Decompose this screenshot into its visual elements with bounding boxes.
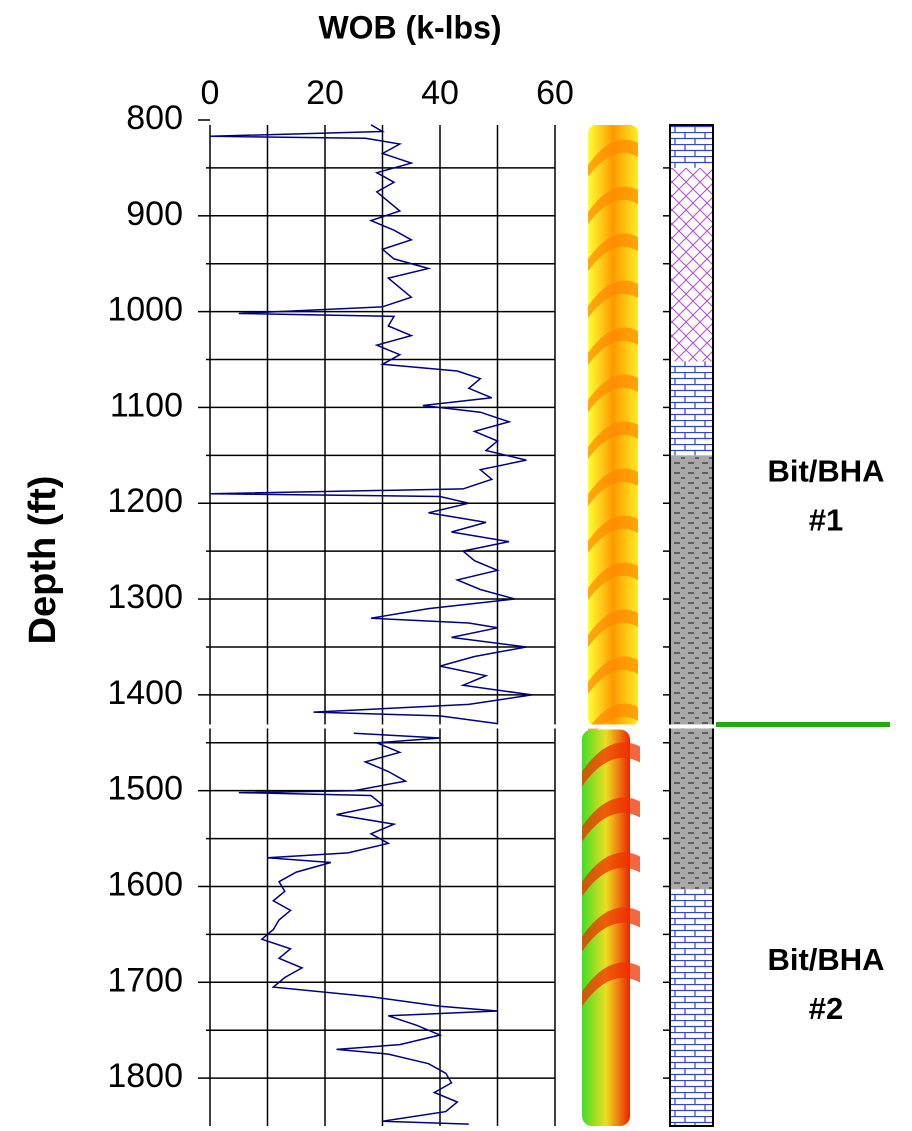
twist-band xyxy=(582,962,640,1007)
y-tick-label: 1100 xyxy=(110,386,183,424)
twist-band xyxy=(582,797,640,842)
twist-band xyxy=(588,562,638,600)
twist-band xyxy=(588,280,638,318)
x-tick-label: 40 xyxy=(421,74,459,112)
twist-band xyxy=(588,468,638,506)
x-tick-label: 0 xyxy=(201,74,220,112)
y-tick-label: 1500 xyxy=(107,770,183,808)
twist-band xyxy=(588,139,638,177)
twist-band xyxy=(588,515,638,553)
y-tick-label: 900 xyxy=(126,195,183,233)
twist-band xyxy=(588,656,638,694)
twist-band xyxy=(588,421,638,459)
y-tick-label: 1700 xyxy=(107,961,183,999)
lithology-layer xyxy=(670,125,713,168)
lithology-border xyxy=(669,124,714,1127)
annotation: Bit/BHA xyxy=(767,453,884,488)
bit-twist-image xyxy=(582,125,640,1126)
twist-band xyxy=(588,703,638,741)
twist-band xyxy=(582,742,640,787)
x-tick-label: 20 xyxy=(306,74,344,112)
y-tick-label: 1300 xyxy=(107,578,183,616)
lithology-layer xyxy=(670,889,713,1126)
y-tick-label: 1000 xyxy=(107,291,183,329)
annotation: #1 xyxy=(809,502,843,537)
y-tick-label: 1800 xyxy=(107,1057,183,1095)
twist-band xyxy=(588,186,638,224)
twist-band xyxy=(588,374,638,412)
wob-line xyxy=(209,124,533,1125)
twist-body xyxy=(582,729,630,1126)
twist-band xyxy=(588,609,638,647)
twist-band xyxy=(582,852,640,897)
lithology-layer xyxy=(670,361,713,456)
y-tick-label: 1200 xyxy=(107,482,183,520)
annotation: Bit/BHA xyxy=(767,942,884,977)
lithology-layer xyxy=(670,455,713,890)
x-tick-label: 60 xyxy=(536,74,574,112)
y-axis-label: Depth (ft) xyxy=(22,476,64,645)
annotation: #2 xyxy=(809,991,843,1026)
twist-band xyxy=(588,233,638,271)
y-tick-label: 1400 xyxy=(107,674,183,712)
lithology-layer xyxy=(670,167,713,362)
y-tick-label: 1600 xyxy=(107,865,183,903)
chart-title: WOB (k-lbs) xyxy=(318,9,501,45)
twist-band xyxy=(588,327,638,365)
twist-band xyxy=(582,907,640,952)
y-tick-label: 800 xyxy=(126,99,183,137)
bit-change-gap xyxy=(206,724,715,729)
